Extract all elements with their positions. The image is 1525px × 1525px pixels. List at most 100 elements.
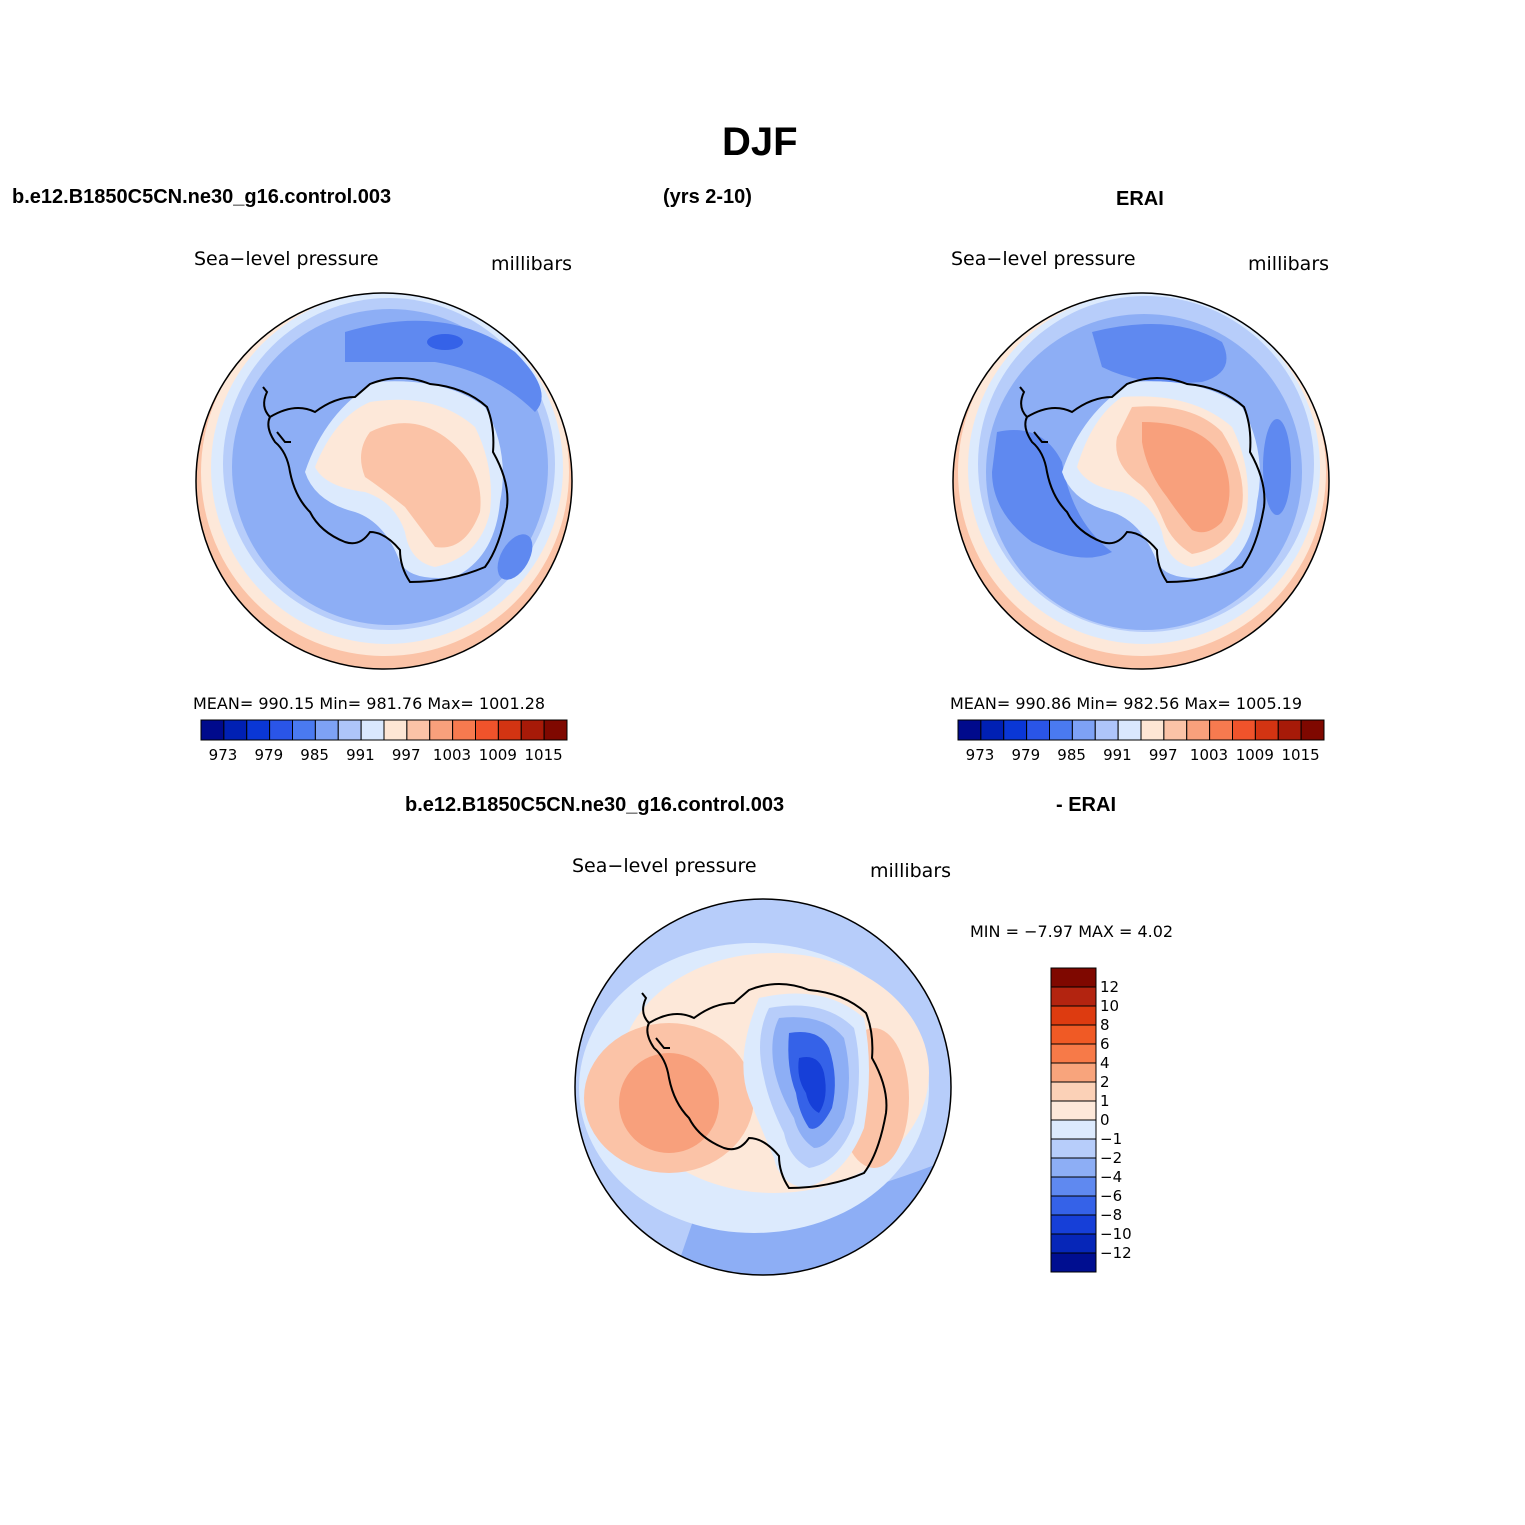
colorbar-tick-label: 973 bbox=[965, 746, 995, 764]
colorbar-tick-label: 973 bbox=[208, 746, 238, 764]
colorbar-swatch bbox=[475, 719, 499, 741]
colorbar-tick-label: 991 bbox=[346, 746, 375, 764]
colorbar-swatch bbox=[1117, 719, 1142, 741]
colorbar-tick-label: 979 bbox=[1011, 746, 1041, 764]
colorbar-swatch bbox=[1277, 719, 1302, 741]
colorbar-tick-label: −6 bbox=[1100, 1187, 1123, 1205]
colorbar-swatch bbox=[429, 719, 454, 741]
colorbar-swatch bbox=[1050, 967, 1097, 988]
colorbar-tick-label: 979 bbox=[254, 746, 284, 764]
colorbar-swatch bbox=[1232, 719, 1256, 741]
units-label: millibars bbox=[491, 253, 573, 275]
colorbar-swatch bbox=[497, 719, 522, 741]
obs-slp-map bbox=[952, 292, 1330, 670]
colorbar-tick-label: 1003 bbox=[1189, 746, 1229, 764]
colorbar-tick-label: 12 bbox=[1100, 978, 1120, 996]
colorbar-swatch bbox=[360, 719, 385, 741]
difference-slp-map bbox=[574, 898, 952, 1276]
colorbar-tick-label: 1003 bbox=[432, 746, 472, 764]
colorbar-swatch bbox=[1071, 719, 1096, 741]
colorbar-swatch bbox=[246, 719, 271, 741]
colorbar-swatch bbox=[1050, 1005, 1097, 1026]
colorbar-swatch bbox=[1186, 719, 1211, 741]
colorbar-swatch bbox=[1050, 1024, 1097, 1045]
diff-case-name-header: b.e12.B1850C5CN.ne30_g16.control.003 bbox=[405, 794, 785, 816]
colorbar-swatch bbox=[1050, 1157, 1097, 1178]
years-header: (yrs 2-10) bbox=[663, 186, 752, 208]
colorbar-swatch bbox=[1300, 719, 1325, 741]
colorbar-tick-label: −8 bbox=[1100, 1206, 1123, 1224]
colorbar-swatch bbox=[1050, 986, 1097, 1007]
positive-anomaly-core bbox=[619, 1053, 719, 1153]
colorbar-swatch bbox=[269, 719, 293, 741]
colorbar-tick-label: 2 bbox=[1100, 1073, 1110, 1091]
antarctic-peninsula-coast bbox=[262, 386, 291, 443]
colorbar-swatch bbox=[1050, 1214, 1097, 1235]
low-pressure-region bbox=[345, 320, 542, 412]
high-pressure-core bbox=[361, 423, 481, 548]
colorbar-tick-label: 0 bbox=[1100, 1111, 1110, 1129]
colorbar-swatch bbox=[1050, 1081, 1097, 1102]
colorbar-tick-label: 997 bbox=[391, 746, 421, 764]
colorbar-swatch bbox=[1003, 719, 1028, 741]
antarctic-peninsula-coast bbox=[1019, 386, 1048, 443]
colorbar-swatch bbox=[1050, 1062, 1097, 1083]
colorbar-swatch bbox=[1050, 1252, 1097, 1273]
units-label: millibars bbox=[1248, 253, 1330, 275]
colorbar-swatch bbox=[980, 719, 1005, 741]
colorbar-tick-label: 1 bbox=[1100, 1092, 1110, 1110]
stats-label: MEAN= 990.15 Min= 981.76 Max= 1001.28 bbox=[193, 694, 546, 713]
colorbar-tick-label: −12 bbox=[1100, 1244, 1132, 1262]
colorbar-tick-label: 1015 bbox=[1281, 746, 1320, 764]
low-pressure-core bbox=[427, 334, 463, 350]
colorbar-tick-label: 1009 bbox=[478, 746, 517, 764]
colorbar-tick-label: 1009 bbox=[1235, 746, 1274, 764]
colorbar-swatch bbox=[520, 719, 545, 741]
colorbar-swatch bbox=[337, 719, 362, 741]
negative-anomaly-core bbox=[798, 1057, 826, 1113]
colorbar-swatch bbox=[1050, 1119, 1097, 1140]
colorbar-tick-label: 8 bbox=[1100, 1016, 1110, 1034]
colorbar-swatch bbox=[223, 719, 248, 741]
colorbar-swatch bbox=[1254, 719, 1279, 741]
model-slp-map bbox=[195, 292, 573, 670]
variable-label: Sea−level pressure bbox=[194, 248, 379, 270]
low-pressure-region bbox=[1263, 419, 1291, 515]
colorbar-swatch bbox=[1026, 719, 1050, 741]
high-pressure-core bbox=[1142, 422, 1230, 533]
colorbar-tick-label: 985 bbox=[300, 746, 329, 764]
colorbar-swatch bbox=[1049, 719, 1073, 741]
colorbar-tick-label: 10 bbox=[1100, 997, 1120, 1015]
antarctica-coastline bbox=[267, 377, 509, 584]
colorbar-swatch bbox=[314, 719, 339, 741]
colorbar-swatch bbox=[1050, 1195, 1097, 1216]
colorbar bbox=[200, 719, 568, 741]
page-title: DJF bbox=[722, 120, 798, 164]
map-border bbox=[952, 292, 1330, 670]
antarctica-coastline bbox=[646, 983, 888, 1190]
colorbar-swatch bbox=[543, 719, 568, 741]
colorbar-swatch bbox=[1050, 1043, 1097, 1064]
map-border bbox=[574, 898, 952, 1276]
colorbar-tick-label: 991 bbox=[1103, 746, 1132, 764]
diff-obs-header: - ERAI bbox=[1056, 794, 1116, 816]
colorbar-tick-label: −10 bbox=[1100, 1225, 1132, 1243]
colorbar-tick-label: 4 bbox=[1100, 1054, 1110, 1072]
diff-stats-label: MIN = −7.97 MAX = 4.02 bbox=[970, 922, 1174, 941]
low-pressure-region bbox=[1092, 324, 1227, 383]
colorbar-tick-label: −1 bbox=[1100, 1130, 1123, 1148]
colorbar-swatch bbox=[1050, 1176, 1097, 1197]
colorbar-swatch bbox=[1094, 719, 1119, 741]
map-border bbox=[195, 292, 573, 670]
colorbar-swatch bbox=[1209, 719, 1233, 741]
colorbar-swatch bbox=[1050, 1138, 1097, 1159]
colorbar-tick-label: 6 bbox=[1100, 1035, 1110, 1053]
case-name-header: b.e12.B1850C5CN.ne30_g16.control.003 bbox=[12, 186, 392, 208]
units-label: millibars bbox=[870, 860, 952, 882]
difference-colorbar bbox=[1050, 967, 1097, 1273]
colorbar-swatch bbox=[452, 719, 476, 741]
colorbar-tick-label: 985 bbox=[1057, 746, 1086, 764]
colorbar-swatch bbox=[406, 719, 431, 741]
colorbar-tick-label: −2 bbox=[1100, 1149, 1123, 1167]
colorbar-swatch bbox=[1140, 719, 1165, 741]
